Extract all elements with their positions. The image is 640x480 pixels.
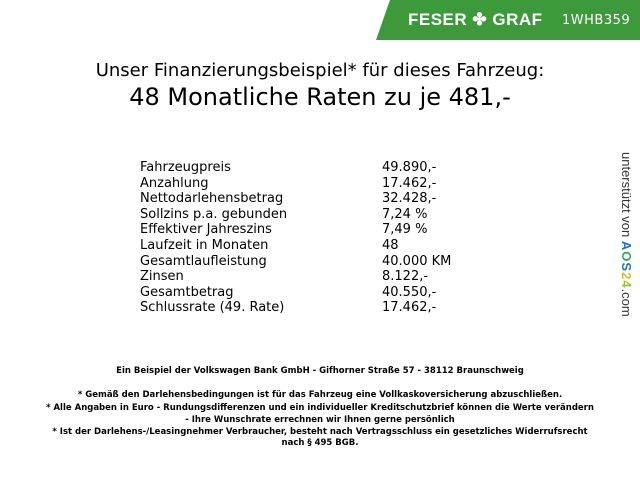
footnote-2a: * Alle Angaben in Euro - Rundungsdiffere… xyxy=(46,403,594,413)
row-label: Effektiver Jahreszins xyxy=(140,222,272,238)
vehicle-code: 1WHB359 xyxy=(562,13,631,28)
brand-banner: FESER ✤ GRAF 1WHB359 xyxy=(376,0,640,40)
table-row: Zinsen 8.122,- xyxy=(140,269,480,285)
table-row: Laufzeit in Monaten 48 xyxy=(140,238,480,254)
footnote-2b: - Ihre Wunschrate errechnen wir Ihnen ge… xyxy=(185,415,455,425)
sponsor-note: unterstützt von AOS24.com xyxy=(619,152,634,317)
table-row: Gesamtbetrag 40.550,- xyxy=(140,285,480,301)
row-value: 48 xyxy=(382,237,399,253)
sponsor-text: unterstützt von xyxy=(619,152,634,238)
row-value: 7,24 % xyxy=(382,206,428,222)
table-row: Sollzins p.a. gebunden 7,24 % xyxy=(140,207,480,223)
table-row: Nettodarlehensbetrag 32.428,- xyxy=(140,191,480,207)
footnote-3b: nach § 495 BGB. xyxy=(281,438,359,448)
row-label: Anzahlung xyxy=(140,175,209,191)
row-value: 8.122,- xyxy=(382,269,429,285)
row-label: Fahrzeugpreis xyxy=(140,160,231,175)
row-label: Schlussrate (49. Rate) xyxy=(140,300,285,316)
table-row: Schlussrate (49. Rate) 17.462,- xyxy=(140,300,480,316)
row-label: Gesamtlaufleistung xyxy=(140,253,267,269)
row-label: Zinsen xyxy=(140,269,184,285)
table-row: Effektiver Jahreszins 7,49 % xyxy=(140,222,480,238)
row-label: Gesamtbetrag xyxy=(140,284,234,300)
table-row: Gesamtlaufleistung 40.000 KM xyxy=(140,254,480,270)
sponsor-domain: .com xyxy=(619,288,634,317)
row-value: 32.428,- xyxy=(382,191,437,207)
table-row: Fahrzeugpreis 49.890,- xyxy=(140,160,480,176)
bank-note: Ein Beispiel der Volkswagen Bank GmbH - … xyxy=(116,366,524,376)
row-label: Nettodarlehensbetrag xyxy=(140,191,284,207)
row-value: 49.890,- xyxy=(382,160,437,175)
row-value: 17.462,- xyxy=(382,300,437,316)
title-line1: Unser Finanzierungsbeispiel* für dieses … xyxy=(95,60,545,81)
table-row: Anzahlung 17.462,- xyxy=(140,176,480,192)
finance-table: Fahrzeugpreis 49.890,- Anzahlung 17.462,- Ne… xyxy=(140,160,480,316)
row-value: 7,49 % xyxy=(382,222,428,238)
title-line2: 48 Monatliche Raten zu je 481,- xyxy=(129,83,511,111)
row-value: 17.462,- xyxy=(382,175,437,191)
row-label: Sollzins p.a. gebunden xyxy=(140,206,288,222)
row-value: 40.550,- xyxy=(382,284,437,300)
aos24-logo: AOS24 xyxy=(619,240,634,289)
brand-logo: FESER ✤ GRAF xyxy=(408,10,543,29)
row-value: 40.000 KM xyxy=(382,253,452,269)
footnote-3a: * Ist der Darlehens-/Leasingnehmer Verbr… xyxy=(52,427,588,437)
footnote-1: * Gemäß den Darlehensbedingungen ist für… xyxy=(77,390,563,400)
row-label: Laufzeit in Monaten xyxy=(140,237,269,253)
